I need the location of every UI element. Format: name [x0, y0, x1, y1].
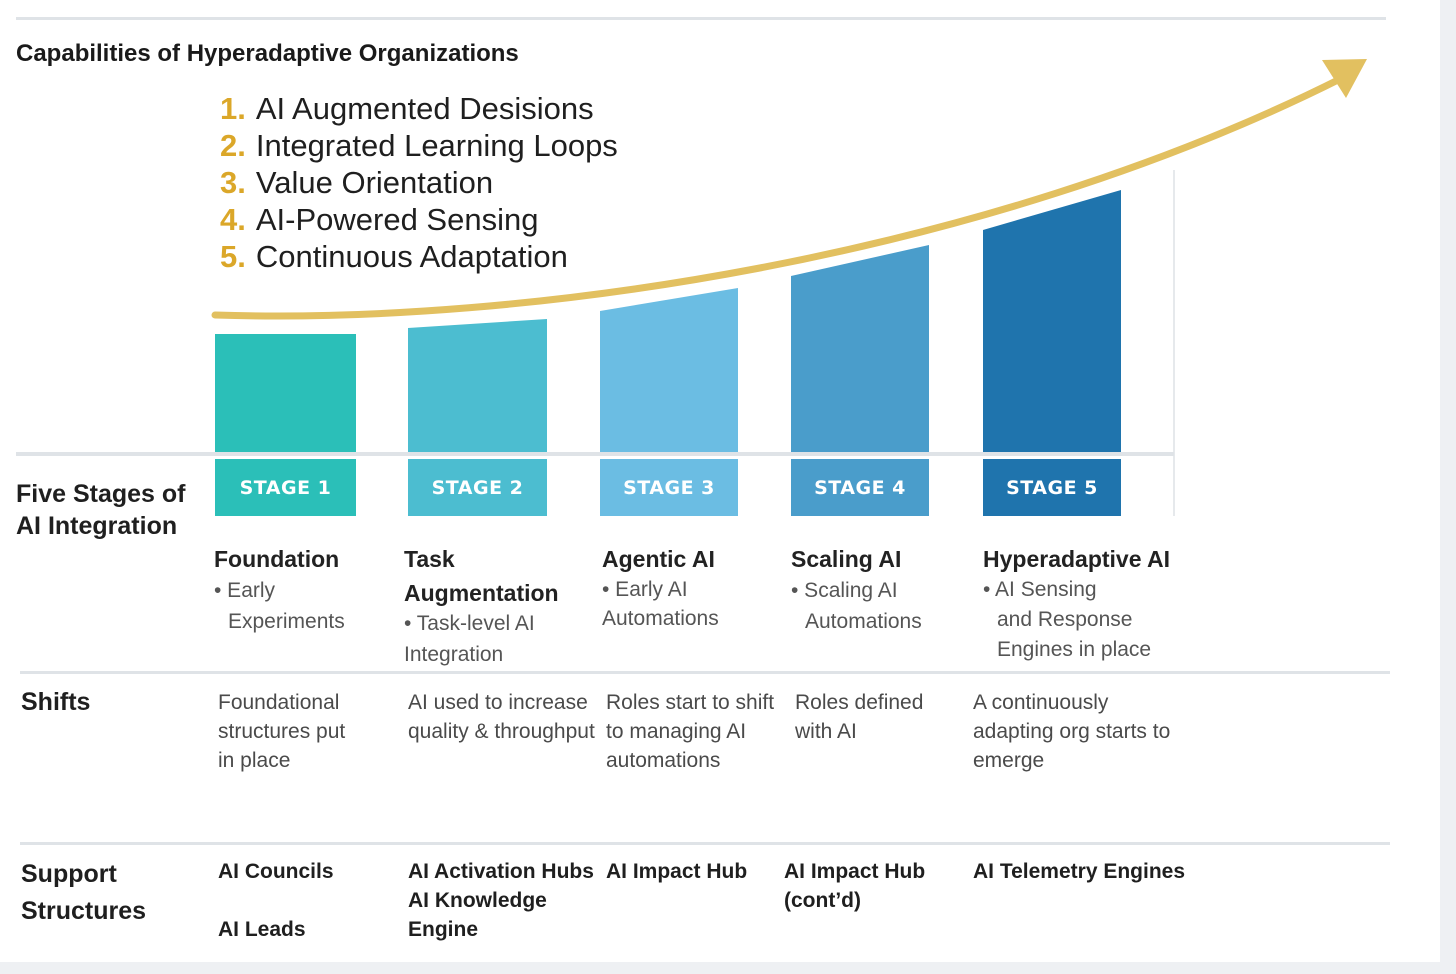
stage-2-description: • Task-level AI Integration	[404, 608, 535, 670]
support-item: AI Leads	[218, 918, 306, 941]
shift-line: in place	[218, 749, 291, 772]
top-divider	[16, 17, 1386, 20]
support-spacer	[218, 886, 334, 915]
shift-line: automations	[606, 749, 721, 772]
stage-1-name: Foundation	[214, 546, 340, 572]
shift-line: AI used to increase	[408, 691, 588, 714]
support-item: AI Knowledge	[408, 889, 547, 912]
shift-line: with AI	[795, 720, 857, 743]
description-line: • Task-level AI	[404, 612, 535, 635]
description-line: • Scaling AI	[791, 579, 898, 602]
stage-2-name: Task Augmentation	[404, 542, 559, 610]
support-item: AI Activation Hubs	[408, 860, 594, 883]
stage-3-description: • Early AI Automations	[602, 575, 719, 633]
stage-5-label: STAGE 5	[983, 459, 1121, 516]
shifts-divider	[20, 671, 1390, 674]
stage-4-label: STAGE 4	[791, 459, 929, 516]
capability-number: 5.	[220, 239, 246, 274]
stage-4-description: • Scaling AI Automations	[791, 575, 922, 637]
support-item: (cont’d)	[784, 889, 861, 912]
shift-line: structures put	[218, 720, 346, 743]
description-line: and Response	[997, 608, 1133, 631]
stage-2-shift: AI used to increase quality & throughput	[408, 688, 595, 746]
growth-arrow-head	[1322, 59, 1367, 98]
diagram-canvas: Capabilities of Hyperadaptive Organizati…	[0, 0, 1440, 962]
support-item: Engine	[408, 918, 479, 941]
shift-line: Roles defined	[795, 691, 924, 714]
stage-3-shift: Roles start to shift to managing AI auto…	[606, 688, 774, 775]
stage-1-description: • Early Experiments	[214, 575, 345, 637]
shift-line: A continuously	[973, 691, 1109, 714]
description-line: • Early AI	[602, 578, 688, 601]
stage-1-bar	[215, 334, 356, 452]
stage-2-label: STAGE 2	[408, 459, 547, 516]
shift-line: Roles start to shift	[606, 691, 775, 714]
capability-number: 1.	[220, 91, 246, 126]
stage-2-bar	[408, 319, 547, 452]
support-item: AI Impact Hub	[606, 860, 748, 883]
description-line: Engines in place	[997, 638, 1152, 661]
description-line: Automations	[805, 610, 922, 633]
support-item: AI Impact Hub	[784, 860, 926, 883]
shift-line: adapting org starts to	[973, 720, 1171, 743]
capability-number: 3.	[220, 165, 246, 200]
growth-graphic	[16, 59, 1367, 516]
capability-item: 2. Integrated Learning Loops	[220, 127, 618, 164]
stage-1-shift: Foundational structures put in place	[218, 688, 345, 775]
stage-1-support: AI Councils AI Leads	[218, 857, 334, 944]
stage-3-label: STAGE 3	[600, 459, 738, 516]
shift-line: quality & throughput	[408, 720, 595, 743]
capability-label: Integrated Learning Loops	[255, 128, 618, 163]
stage-5-description: • AI Sensing and Response Engines in pla…	[983, 575, 1151, 665]
description-line: Experiments	[228, 610, 345, 633]
row-label-shifts: Shifts	[21, 688, 91, 716]
capability-label: Value Orientation	[255, 165, 494, 200]
description-line: Automations	[602, 607, 719, 630]
stage-1-label: STAGE 1	[215, 459, 356, 516]
capability-item: 5. Continuous Adaptation	[220, 238, 618, 275]
stage-3-bar	[600, 288, 738, 452]
support-divider	[20, 842, 1390, 845]
stage-3-support: AI Impact Hub	[606, 857, 747, 886]
stage-4-name: Scaling AI	[791, 546, 902, 572]
diagram-title: Capabilities of Hyperadaptive Organizati…	[16, 40, 519, 67]
stage-2-name-line: Task	[404, 546, 455, 572]
stage-4-shift: Roles defined with AI	[795, 688, 923, 746]
stage-5-bar	[983, 190, 1121, 452]
shift-line: Foundational	[218, 691, 340, 714]
shift-line: emerge	[973, 749, 1045, 772]
stage-3-name: Agentic AI	[602, 546, 715, 572]
row-label-stages: Five Stages of AI Integration	[16, 480, 186, 540]
description-line: • Early	[214, 579, 276, 602]
row-label-support: Support Structures	[21, 860, 147, 925]
stage-2-support: AI Activation Hubs AI Knowledge Engine	[408, 857, 594, 944]
description-line: Integration	[404, 643, 504, 666]
stage-5-name: Hyperadaptive AI	[983, 546, 1171, 572]
capability-label: AI-Powered Sensing	[255, 202, 539, 237]
capability-label: Continuous Adaptation	[255, 239, 568, 274]
stage-5-support: AI Telemetry Engines	[973, 857, 1185, 886]
capability-item: 3. Value Orientation	[220, 164, 618, 201]
capability-label: AI Augmented Desisions	[255, 91, 594, 126]
growth-arrow-curve	[211, 74, 1346, 320]
capability-item: 1. AI Augmented Desisions	[220, 90, 618, 127]
stage-4-bar	[791, 245, 929, 452]
description-line: • AI Sensing	[983, 578, 1097, 601]
shift-line: to managing AI	[606, 720, 747, 743]
stage-baseline	[16, 452, 1174, 456]
capabilities-list: 1. AI Augmented Desisions 2. Integrated Le…	[220, 90, 618, 275]
capability-number: 2.	[220, 128, 246, 163]
capability-item: 4. AI-Powered Sensing	[220, 201, 618, 238]
stage-4-support: AI Impact Hub (cont’d)	[784, 857, 925, 915]
stage-2-name-line: Augmentation	[404, 580, 559, 606]
support-item: AI Telemetry Engines	[973, 860, 1186, 883]
stage-5-shift: A continuously adapting org starts to em…	[973, 688, 1170, 775]
support-item: AI Councils	[218, 860, 334, 883]
capability-number: 4.	[220, 202, 246, 237]
